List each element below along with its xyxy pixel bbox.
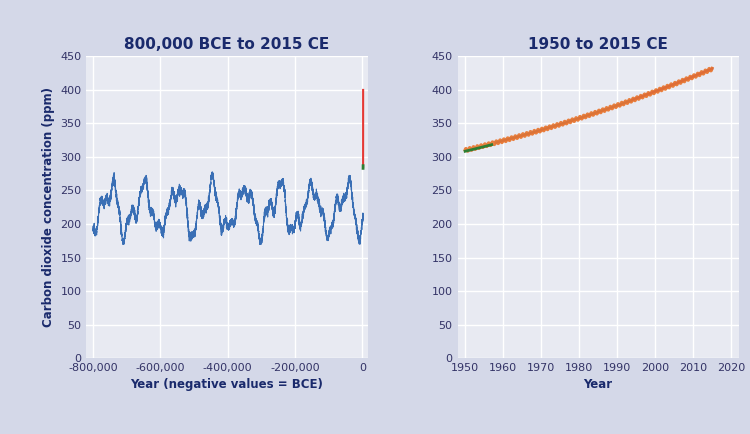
- X-axis label: Year: Year: [584, 378, 613, 391]
- Y-axis label: Carbon dioxide concentration (ppm): Carbon dioxide concentration (ppm): [42, 87, 55, 327]
- Title: 1950 to 2015 CE: 1950 to 2015 CE: [528, 37, 668, 53]
- Title: 800,000 BCE to 2015 CE: 800,000 BCE to 2015 CE: [124, 37, 329, 53]
- X-axis label: Year (negative values = BCE): Year (negative values = BCE): [130, 378, 323, 391]
